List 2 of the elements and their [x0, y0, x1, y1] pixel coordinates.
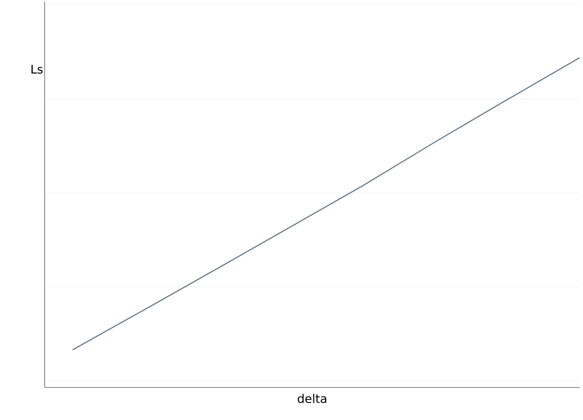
y-axis-title: Ls	[32, 64, 43, 74]
x-axis-title: delta	[298, 394, 326, 403]
